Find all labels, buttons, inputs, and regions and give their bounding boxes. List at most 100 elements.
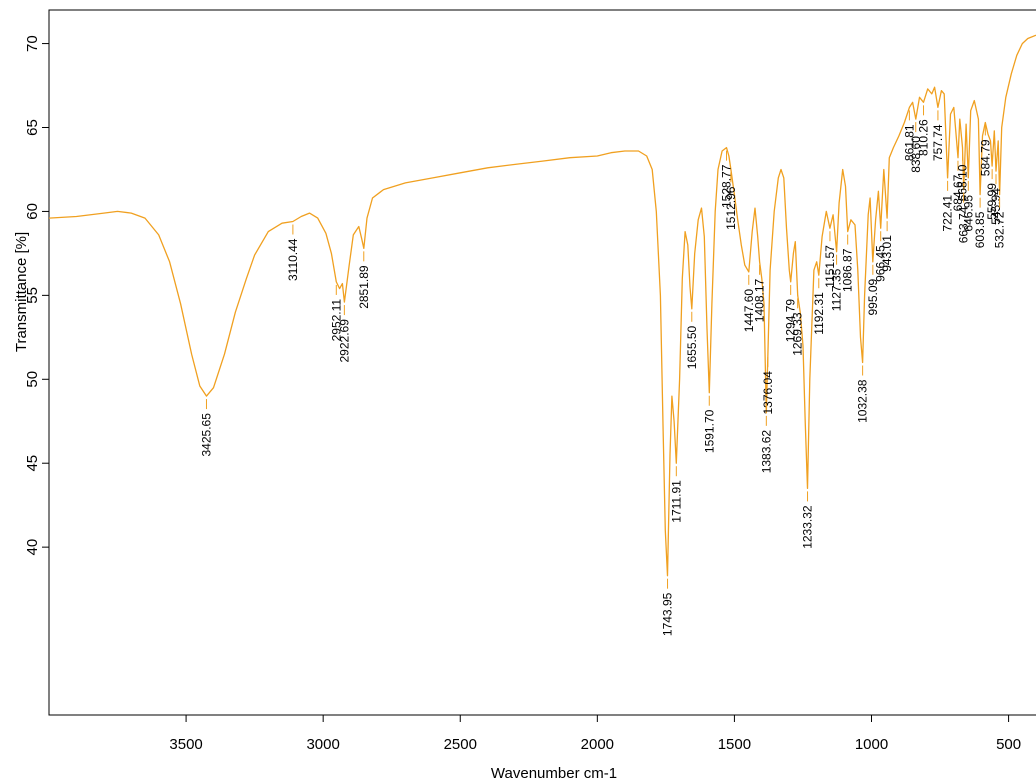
- x-axis-title: Wavenumber cm-1: [491, 765, 617, 782]
- peak-label: 1233.32: [801, 505, 815, 549]
- peak-label: 757.74: [931, 124, 945, 161]
- peak-annotation: 545.94: [989, 174, 1003, 225]
- peak-label: 1032.38: [856, 379, 870, 423]
- peak-annotation: 1127.35: [830, 254, 844, 311]
- peak-annotation: 3425.65: [200, 399, 214, 456]
- x-tick-label: 3500: [169, 736, 202, 753]
- peak-annotation: 1151.57: [823, 231, 837, 288]
- peak-label: 995.09: [866, 278, 880, 315]
- peak-annotation: 1512.96: [724, 172, 738, 230]
- peak-annotation: 1528.77: [720, 150, 734, 208]
- peak-label: 943.01: [880, 235, 894, 272]
- peak-annotation: 722.41: [941, 180, 955, 232]
- spectrum-line: [48, 34, 1036, 577]
- peak-label: 1655.50: [685, 325, 699, 369]
- y-tick-label: 65: [24, 119, 41, 136]
- peak-annotation: 668.10: [956, 150, 970, 201]
- peak-label: 1383.62: [759, 430, 773, 474]
- peak-label: 838.60: [909, 136, 923, 173]
- x-tick-label: 500: [996, 736, 1021, 753]
- y-axis-ticks: 40 45 50 55 60 65 70: [24, 35, 49, 555]
- peak-label: 1269.33: [791, 312, 805, 356]
- peak-annotation: 1269.33: [791, 298, 805, 356]
- peak-label: 1376.04: [761, 371, 775, 415]
- peak-label: 861.81: [902, 124, 916, 161]
- peak-label: 2922.69: [337, 319, 351, 363]
- peak-annotation: 663.74: [957, 192, 971, 243]
- x-tick-label: 1000: [855, 736, 888, 753]
- y-tick-label: 45: [24, 455, 41, 472]
- peak-label: 545.94: [989, 188, 1003, 225]
- y-tick-label: 55: [24, 287, 41, 304]
- peak-annotation: 2851.89: [357, 251, 371, 309]
- y-tick-label: 50: [24, 371, 41, 388]
- peak-annotation: 3110.44: [286, 224, 300, 281]
- peak-annotation: 1383.62: [759, 415, 773, 474]
- peak-label: 1151.57: [823, 245, 837, 288]
- peak-label: 1447.60: [742, 289, 756, 333]
- peak-annotation: 532.72: [993, 197, 1007, 248]
- peak-annotation: 810.26: [917, 105, 931, 156]
- peak-label: 966.45: [874, 245, 888, 282]
- peak-label: 663.74: [957, 206, 971, 243]
- peak-label: 3110.44: [286, 238, 300, 281]
- peak-annotation: 1233.32: [801, 491, 815, 549]
- peak-annotation: 1655.50: [685, 311, 699, 369]
- y-axis-title: Transmittance [%]: [13, 232, 30, 352]
- peak-annotation: 646.95: [961, 180, 975, 232]
- peak-annotation: 1711.91: [669, 466, 683, 523]
- peak-annotation: 559.99: [985, 169, 999, 220]
- peak-label: 668.10: [956, 164, 970, 201]
- y-tick-label: 70: [24, 35, 41, 52]
- peak-label: 1127.35: [830, 268, 844, 311]
- peak-annotation: 684.67: [951, 160, 965, 211]
- peak-label: 1512.96: [724, 186, 738, 230]
- x-tick-label: 2000: [581, 736, 614, 753]
- spectrum-series: [48, 34, 1036, 577]
- peak-label: 684.67: [951, 174, 965, 211]
- x-tick-label: 3000: [306, 736, 339, 753]
- y-tick-label: 60: [24, 203, 41, 220]
- plot-border: [48, 9, 1036, 716]
- peak-label: 1192.31: [812, 292, 826, 335]
- peak-annotation: 584.79: [978, 125, 992, 176]
- peak-label: 532.72: [993, 211, 1007, 248]
- peak-annotation: 2922.69: [337, 305, 351, 362]
- peak-label: 3425.65: [200, 413, 214, 457]
- x-tick-label: 1500: [718, 736, 751, 753]
- peak-annotation: 2952.11: [329, 284, 343, 342]
- peak-label: 1528.77: [720, 164, 734, 208]
- peak-label: 722.41: [941, 195, 955, 232]
- peak-label: 1743.95: [661, 592, 675, 636]
- peak-label: 810.26: [917, 119, 931, 156]
- x-tick-label: 2500: [444, 736, 477, 753]
- peak-annotation: 1376.04: [761, 357, 775, 414]
- peak-annotation: 1032.38: [856, 365, 870, 423]
- peak-annotation: 1408.17: [753, 264, 767, 322]
- peak-label: 584.79: [978, 139, 992, 176]
- peak-annotation: 1743.95: [661, 578, 675, 636]
- peak-label: 2851.89: [357, 265, 371, 309]
- peak-annotation: 966.45: [874, 231, 888, 282]
- peak-annotation: 757.74: [931, 110, 945, 161]
- peak-label: 559.99: [985, 183, 999, 220]
- peak-annotation: 995.09: [866, 264, 880, 316]
- peak-annotation: 943.01: [880, 221, 894, 272]
- peak-annotation: 1086.87: [841, 234, 855, 292]
- peak-label: 1294.79: [784, 299, 798, 343]
- peak-label: 2952.11: [329, 299, 343, 342]
- peak-label: 1086.87: [841, 248, 855, 292]
- x-axis-ticks: 3500 3000 2500 2000 1500 1000 500: [169, 715, 1021, 753]
- peak-label: 1408.17: [753, 278, 767, 322]
- peak-label: 1711.91: [669, 480, 683, 523]
- plot-frame: [48, 9, 1036, 716]
- peak-annotation: 838.60: [909, 122, 923, 173]
- peak-annotation: 1447.60: [742, 274, 756, 333]
- peak-annotation: 861.81: [902, 110, 916, 161]
- peak-label: 603.85: [973, 211, 987, 248]
- peak-annotation: 1192.31: [812, 278, 826, 335]
- peak-label: 1591.70: [702, 409, 716, 453]
- peak-annotation: 603.85: [973, 197, 987, 248]
